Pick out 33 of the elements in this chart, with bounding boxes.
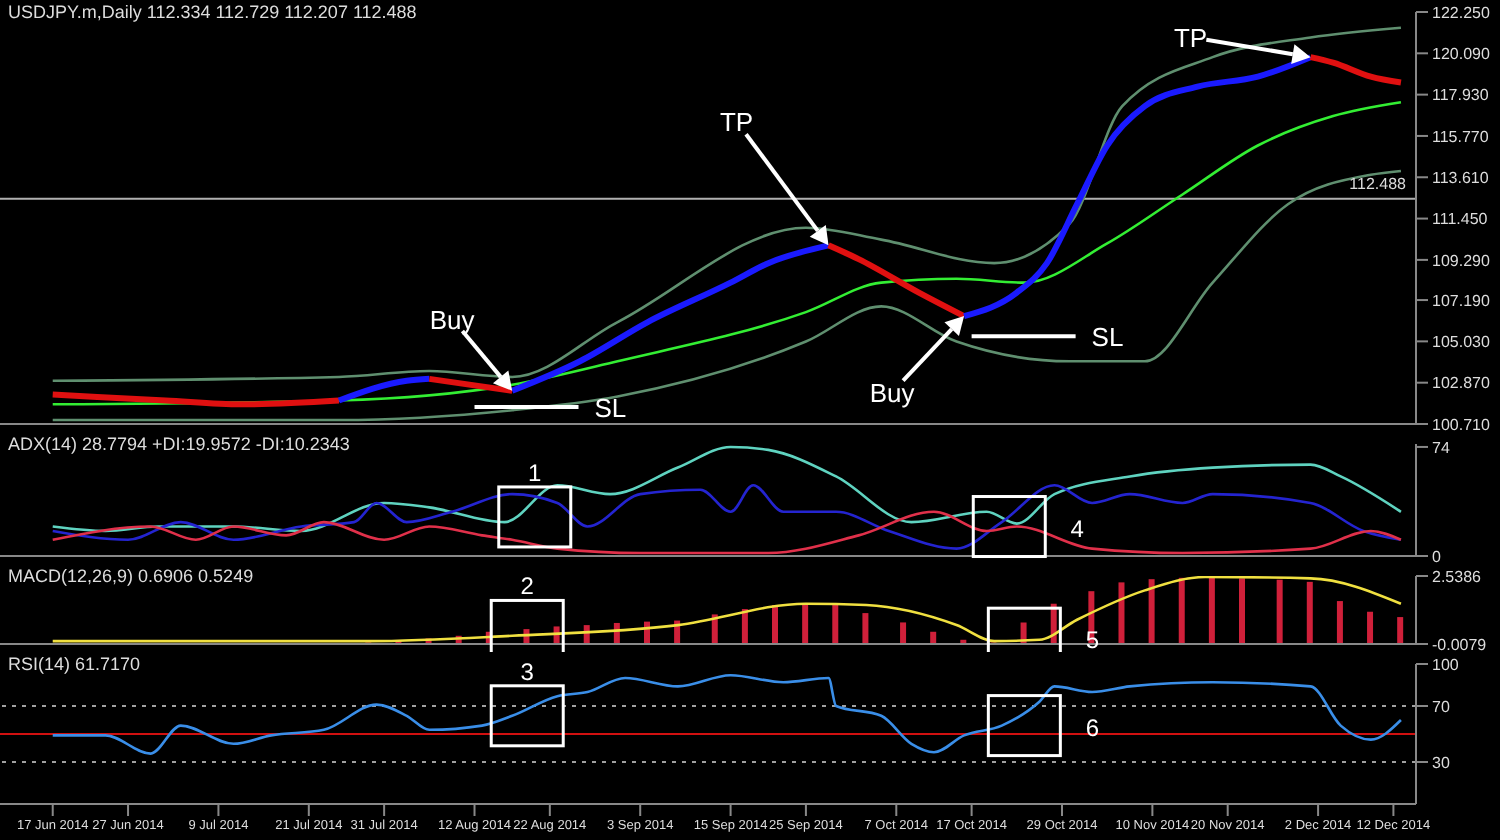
y-tick-label: 120.090	[1432, 44, 1491, 63]
y-tick-label: 109.290	[1432, 251, 1491, 270]
annotation: Buy	[869, 378, 916, 409]
annotation: 1	[528, 458, 543, 487]
chart-title: ADX(14) 28.7794 +DI:19.9572 -DI:10.2343	[8, 434, 350, 454]
y-tick-label: 100	[1432, 655, 1460, 674]
y-tick-label: 102.870	[1432, 374, 1491, 393]
ref-line-label: 112.488	[1349, 174, 1408, 193]
annotation: 3	[520, 657, 535, 686]
chart-title: USDJPY.m,Daily 112.334 112.729 112.207 112.488	[8, 2, 417, 22]
y-tick-label: 115.770	[1432, 127, 1490, 146]
y-tick-label: 113.610	[1432, 168, 1490, 187]
chart-title: RSI(14) 61.7170	[8, 654, 141, 674]
annotation: Buy	[429, 304, 476, 335]
y-tick-label: 117.930	[1432, 86, 1490, 105]
annotation: 4	[1070, 514, 1085, 543]
y-tick-label: 2.5386	[1432, 567, 1483, 586]
annotation: SL	[594, 392, 627, 423]
y-tick-label: 100.710	[1432, 415, 1491, 434]
annotation: SL	[1091, 322, 1124, 353]
annotation: 2	[520, 572, 535, 601]
y-tick-label: -0.0079	[1432, 635, 1488, 654]
y-tick-label: 0	[1432, 547, 1442, 566]
y-tick-label: 111.450	[1432, 210, 1489, 229]
y-tick-label: 105.030	[1432, 333, 1491, 352]
chart-title: MACD(12,26,9) 0.6906 0.5249	[8, 566, 254, 586]
y-tick-label: 70	[1432, 697, 1451, 716]
y-tick-label: 74	[1432, 438, 1451, 457]
y-tick-label: 30	[1432, 753, 1451, 772]
annotation: TP	[1173, 23, 1208, 54]
y-tick-label: 122.250	[1432, 3, 1491, 22]
annotation: TP	[719, 107, 754, 138]
y-tick-label: 107.190	[1432, 291, 1491, 310]
